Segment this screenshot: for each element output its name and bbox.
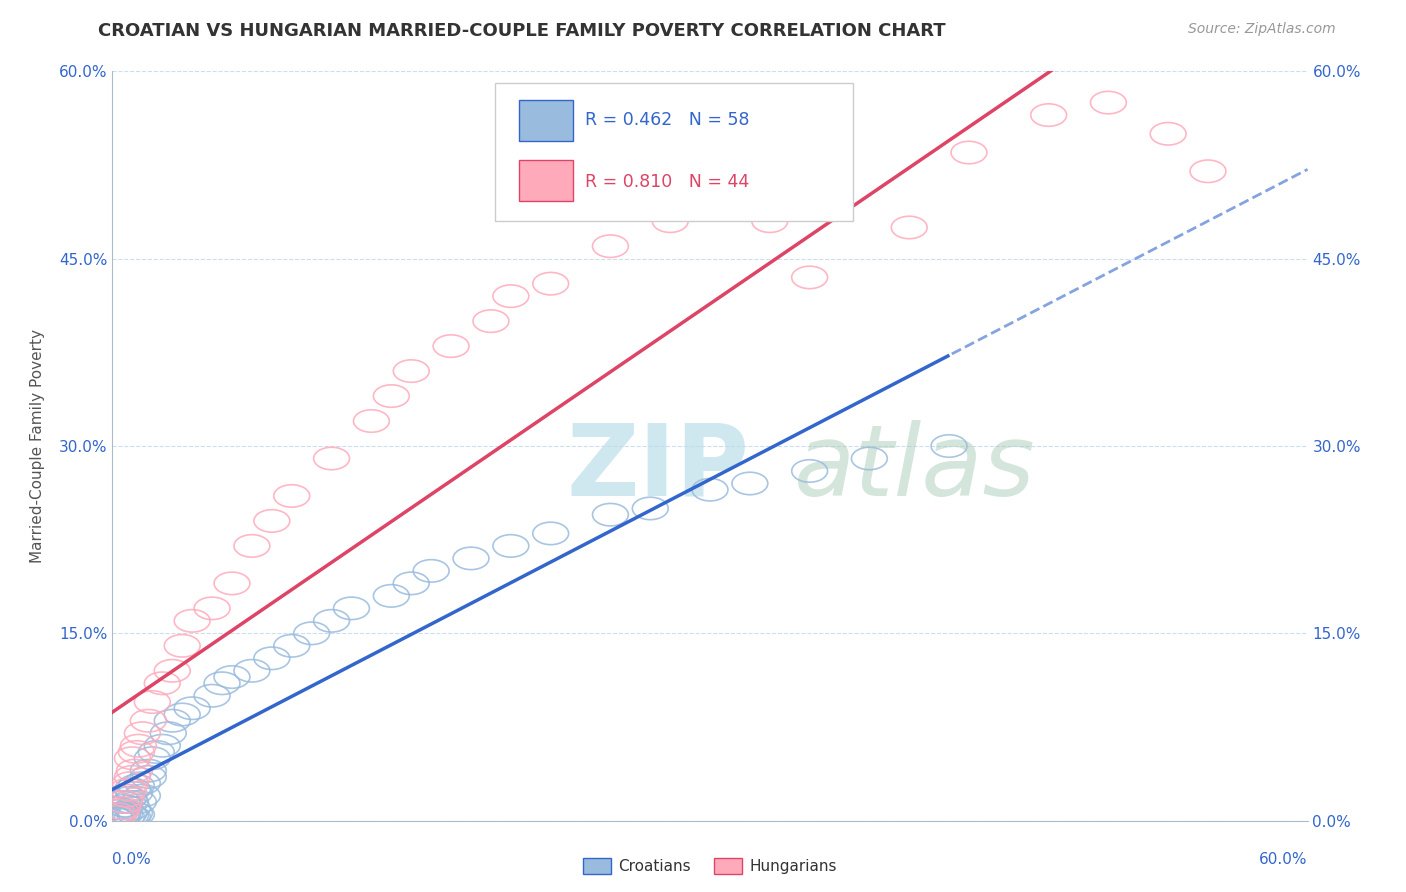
- Text: ZIP: ZIP: [567, 420, 749, 517]
- FancyBboxPatch shape: [495, 83, 853, 221]
- FancyBboxPatch shape: [519, 100, 572, 141]
- FancyBboxPatch shape: [519, 160, 572, 201]
- Legend: Croatians, Hungarians: Croatians, Hungarians: [578, 852, 842, 880]
- Text: 0.0%: 0.0%: [112, 852, 152, 867]
- Text: Source: ZipAtlas.com: Source: ZipAtlas.com: [1188, 22, 1336, 37]
- Text: CROATIAN VS HUNGARIAN MARRIED-COUPLE FAMILY POVERTY CORRELATION CHART: CROATIAN VS HUNGARIAN MARRIED-COUPLE FAM…: [98, 22, 946, 40]
- Text: 60.0%: 60.0%: [1260, 852, 1308, 867]
- Text: R = 0.810   N = 44: R = 0.810 N = 44: [585, 172, 749, 191]
- Text: atlas: atlas: [793, 420, 1035, 517]
- Y-axis label: Married-Couple Family Poverty: Married-Couple Family Poverty: [31, 329, 45, 563]
- Text: R = 0.462   N = 58: R = 0.462 N = 58: [585, 112, 749, 129]
